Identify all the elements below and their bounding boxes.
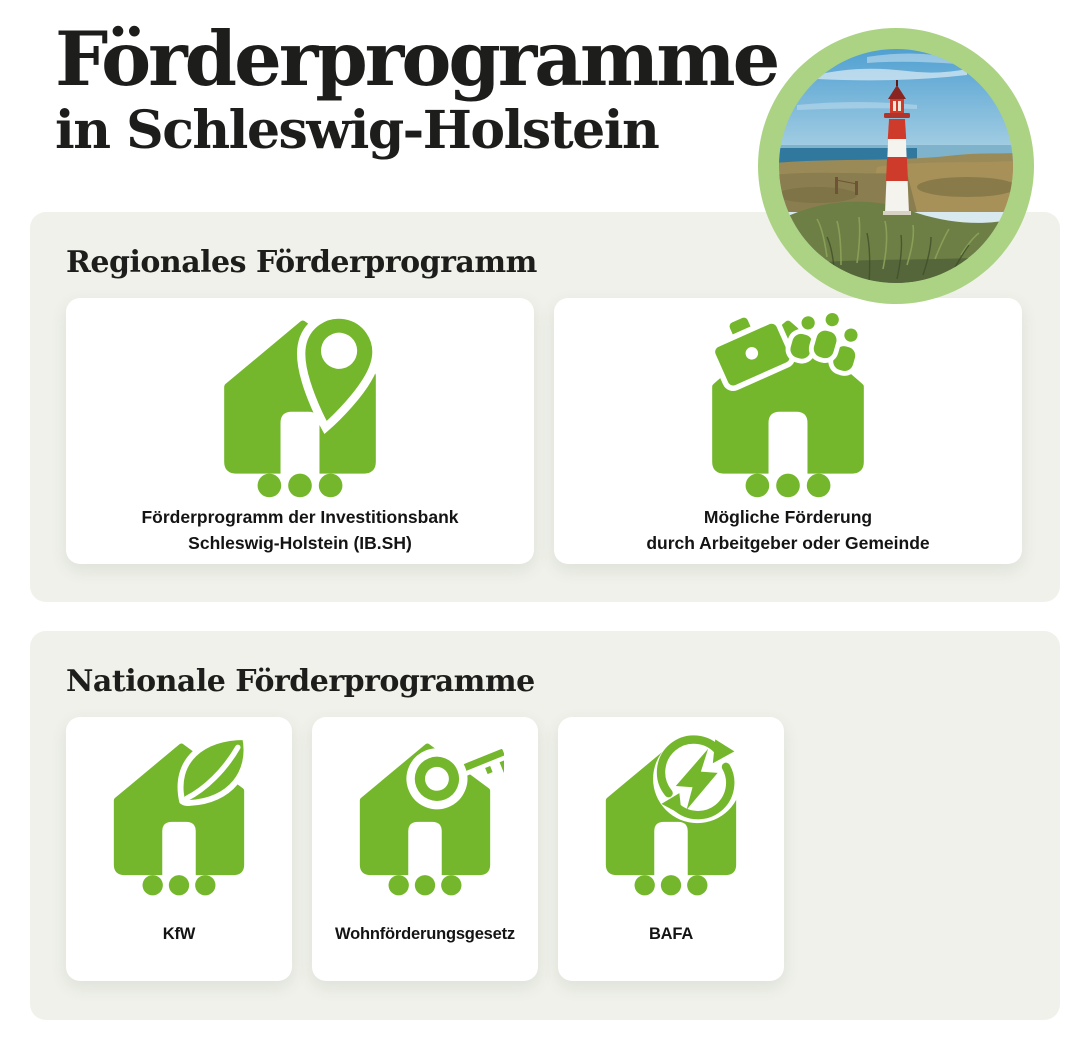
house-key-icon [346,731,504,896]
national-cards-row: KfW [66,717,1024,981]
house-location-pin-icon [208,306,392,498]
section-national-heading: Nationale Förderprogramme [66,664,535,699]
house-employer-community-icon [696,306,880,498]
lighthouse [883,80,911,215]
card-label-ibsh: Förderprogramm der Investitionsbank Schl… [141,507,459,554]
card-label-arbeitgeber-gemeinde: Mögliche Förderung durch Arbeitgeber ode… [646,507,930,554]
house-energy-icon [592,731,750,896]
section-regional-heading: Regionales Förderprogramm [66,245,537,280]
page-subtitle: in Schleswig-Holstein [55,100,660,161]
section-national: Nationale Förderprogramme [30,631,1060,1020]
card-kfw: KfW [66,717,292,981]
card-wohnfoerderungsgesetz: Wohnförderungsgesetz [312,717,538,981]
card-arbeitgeber-gemeinde: Mögliche Förderung durch Arbeitgeber ode… [554,298,1022,564]
lighthouse-dunes-photo [757,27,1035,305]
regional-cards-row: Förderprogramm der Investitionsbank Schl… [66,298,1024,564]
card-label-wohnfoerderungsgesetz: Wohnförderungsgesetz [335,925,515,943]
page-title: Förderprogramme [55,15,780,103]
house-leaf-icon [100,731,258,896]
card-ibsh: Förderprogramm der Investitionsbank Schl… [66,298,534,564]
card-bafa: BAFA [558,717,784,981]
card-label-bafa: BAFA [648,925,694,943]
card-label-kfw: KfW [162,925,196,943]
header: Förderprogramme in Schleswig-Holstein [55,15,780,161]
